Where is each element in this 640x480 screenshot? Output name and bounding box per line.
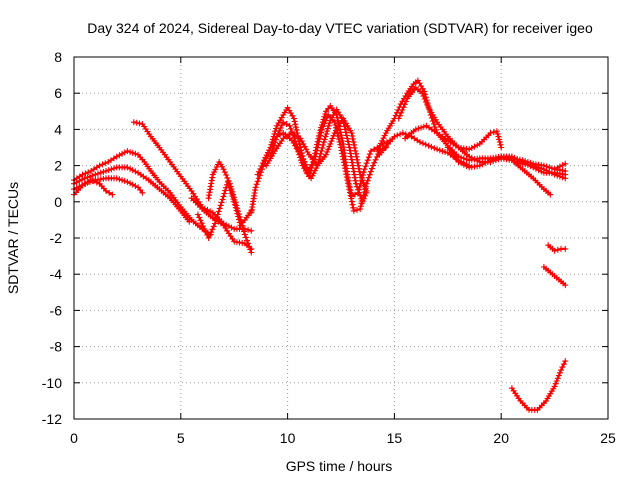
y-tick-label: 6 <box>54 85 62 101</box>
series-point-markers <box>540 264 569 289</box>
x-tick-label: 0 <box>70 430 78 446</box>
series-sat-k <box>254 106 370 205</box>
y-tick-label: -8 <box>50 339 63 355</box>
series-point-markers <box>188 195 255 252</box>
series-point-markers <box>511 159 554 198</box>
x-tick-label: 10 <box>280 430 296 446</box>
y-tick-label: 4 <box>54 121 62 137</box>
series-point-markers <box>71 164 193 225</box>
y-tick-label: -4 <box>50 266 63 282</box>
y-axis-label: SDTVAR / TECUs <box>5 182 21 294</box>
series-sat-u <box>545 242 569 254</box>
series-point-markers <box>254 106 370 205</box>
y-tick-label: 8 <box>54 49 62 65</box>
x-tick-label: 5 <box>177 430 185 446</box>
series-point-markers <box>545 242 569 254</box>
series-sat-s <box>511 159 554 198</box>
x-tick-label: 15 <box>387 430 403 446</box>
series-point-markers <box>263 115 370 194</box>
series-point-markers <box>551 160 569 173</box>
x-tick-label: 20 <box>493 430 509 446</box>
series-sat-w <box>508 358 569 413</box>
y-tick-label: -12 <box>42 411 62 427</box>
chart-title: Day 324 of 2024, Sidereal Day-to-day VTE… <box>87 20 593 36</box>
series-sat-p <box>402 122 505 153</box>
series-sat-f <box>188 195 255 252</box>
series-sat-b <box>71 164 193 225</box>
y-tick-label: -6 <box>50 302 63 318</box>
series-trace <box>72 179 114 196</box>
series-sat-t <box>551 160 569 173</box>
series-sat-v <box>540 264 569 289</box>
y-tick-label: 0 <box>54 194 62 210</box>
series-point-markers <box>508 358 569 413</box>
series-sat-o <box>376 130 473 169</box>
y-tick-label: 2 <box>54 158 62 174</box>
series-point-markers <box>402 122 505 153</box>
series-sat-h <box>205 159 255 256</box>
data-series <box>71 77 569 413</box>
axis-ticks: 0 5 10 15 20 25 -12 -10 -8 -6 -4 -2 0 2 4 6 8 <box>42 49 616 446</box>
series-point-markers <box>205 159 255 256</box>
series-trace <box>376 79 513 162</box>
x-tick-label: 25 <box>600 430 616 446</box>
series-sat-l <box>263 115 370 194</box>
y-tick-label: -10 <box>42 375 62 391</box>
grid <box>74 57 608 419</box>
x-axis-label: GPS time / hours <box>286 458 393 474</box>
y-tick-label: -2 <box>50 230 63 246</box>
